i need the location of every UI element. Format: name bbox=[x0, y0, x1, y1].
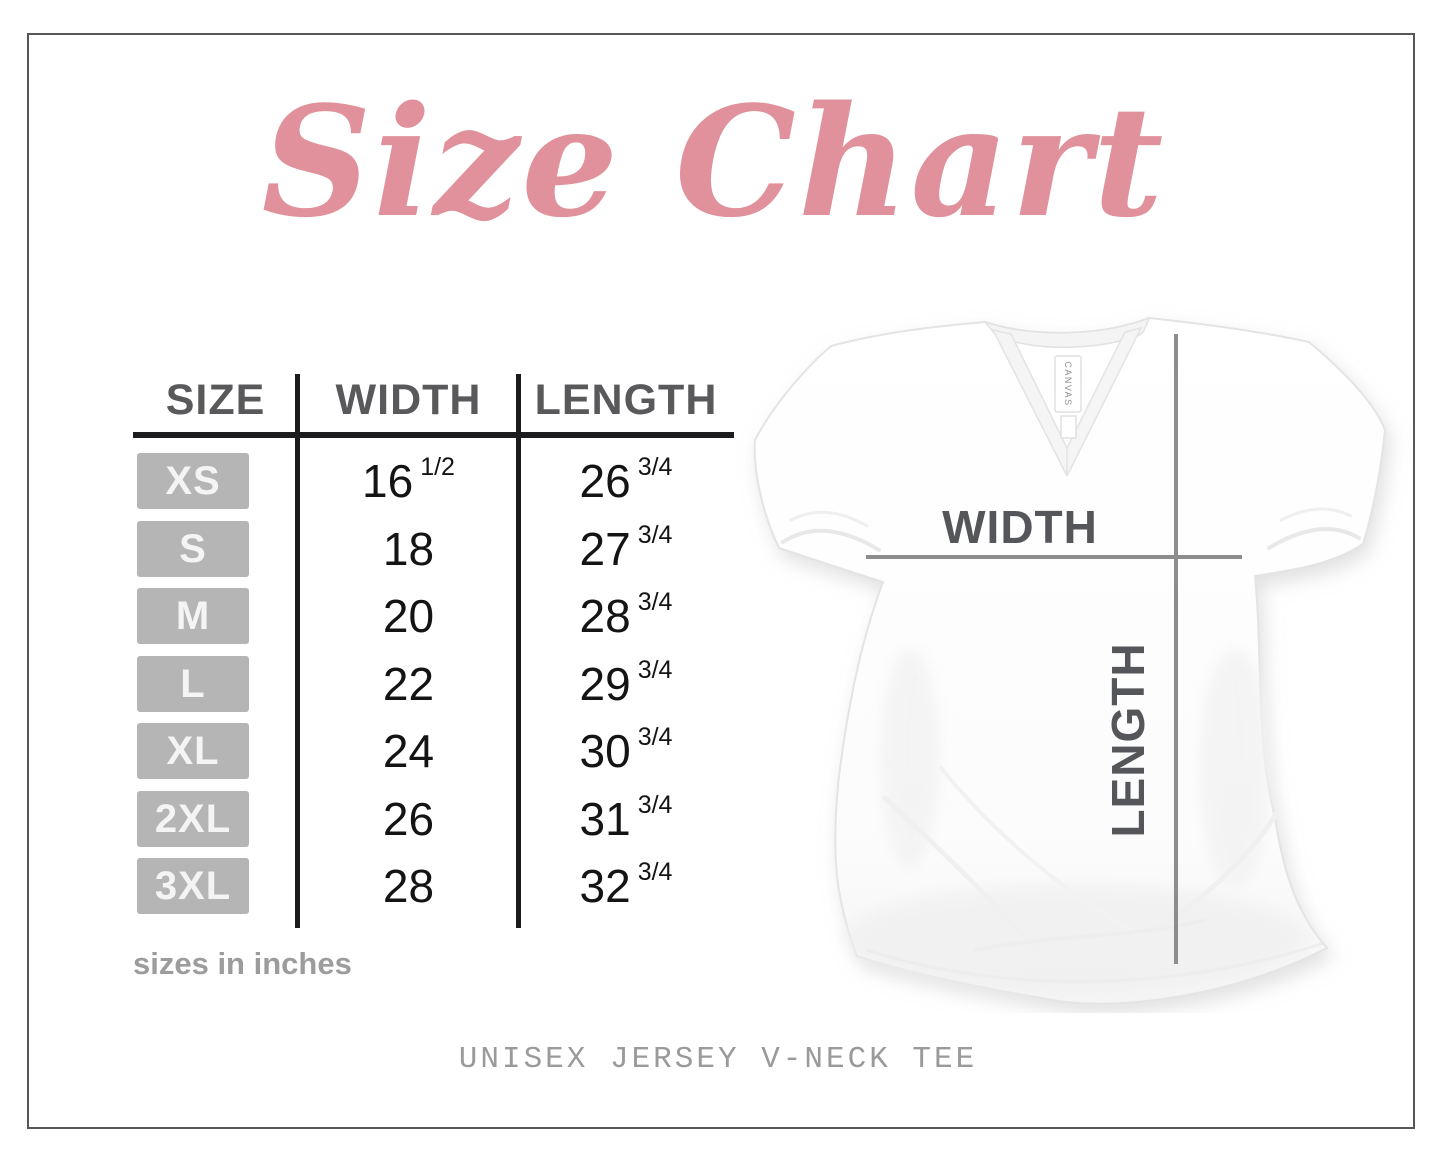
width-value: 20 bbox=[382, 590, 435, 642]
left-side-shading bbox=[880, 648, 940, 868]
size-badge: XS bbox=[137, 453, 249, 509]
size-tag bbox=[1060, 415, 1077, 439]
width-value: 22 bbox=[382, 658, 435, 710]
length-measure-line bbox=[1174, 334, 1178, 964]
size-badge: 3XL bbox=[137, 858, 249, 914]
width-cell: 20 bbox=[298, 588, 519, 644]
size-badge: XL bbox=[137, 723, 249, 779]
table-header-row: SIZE WIDTH LENGTH bbox=[133, 374, 733, 426]
width-measure-line bbox=[866, 555, 1242, 559]
length-value: 26 bbox=[579, 455, 631, 507]
table-row: XS 16 1/2 26 3/4 bbox=[133, 453, 733, 509]
size-badge: S bbox=[137, 521, 249, 577]
product-caption: UNISEX JERSEY V-NECK TEE bbox=[458, 1042, 978, 1077]
length-fraction: 3/4 bbox=[637, 655, 673, 684]
table-divider-size-width bbox=[295, 374, 300, 928]
table-row: M 20 28 3/4 bbox=[133, 588, 733, 644]
size-badge: 2XL bbox=[137, 791, 249, 847]
length-fraction: 3/4 bbox=[637, 722, 673, 751]
length-cell: 31 3/4 bbox=[519, 791, 733, 847]
column-header-size: SIZE bbox=[165, 375, 266, 424]
width-value: 28 bbox=[382, 860, 435, 912]
width-cell: 18 bbox=[298, 521, 519, 577]
length-fraction: 3/4 bbox=[637, 520, 673, 549]
length-measure-label: LENGTH bbox=[1102, 642, 1154, 838]
width-cell: 22 bbox=[298, 656, 519, 712]
canvas-tag: CANVAS bbox=[1054, 355, 1082, 439]
length-cell: 29 3/4 bbox=[519, 656, 733, 712]
size-cell: XS bbox=[133, 453, 298, 509]
length-cell: 26 3/4 bbox=[519, 453, 733, 509]
length-cell: 28 3/4 bbox=[519, 588, 733, 644]
width-cell: 26 bbox=[298, 791, 519, 847]
width-value: 16 bbox=[362, 455, 414, 507]
width-value: 24 bbox=[382, 725, 435, 777]
size-cell: S bbox=[133, 521, 298, 577]
length-fraction: 3/4 bbox=[637, 587, 673, 616]
length-cell: 30 3/4 bbox=[519, 723, 733, 779]
right-side-shading bbox=[1199, 648, 1271, 888]
length-fraction: 3/4 bbox=[637, 452, 673, 481]
size-badge: L bbox=[137, 656, 249, 712]
length-value: 27 bbox=[579, 523, 631, 575]
length-fraction: 3/4 bbox=[637, 790, 673, 819]
table-header-rule bbox=[133, 432, 734, 438]
width-value: 18 bbox=[382, 523, 435, 575]
width-value: 26 bbox=[382, 793, 435, 845]
width-cell: 28 bbox=[298, 858, 519, 914]
width-cell: 16 1/2 bbox=[298, 453, 519, 509]
table-divider-width-length bbox=[516, 374, 521, 928]
length-value: 29 bbox=[579, 658, 631, 710]
size-cell: XL bbox=[133, 723, 298, 779]
length-fraction: 3/4 bbox=[637, 857, 673, 886]
page-title: Size Chart bbox=[261, 72, 1166, 251]
table-row: 3XL 28 32 3/4 bbox=[133, 858, 733, 914]
length-cell: 27 3/4 bbox=[519, 521, 733, 577]
tshirt-illustration: CANVAS bbox=[753, 316, 1387, 1005]
size-cell: M bbox=[133, 588, 298, 644]
length-value: 32 bbox=[579, 860, 631, 912]
length-value: 28 bbox=[579, 590, 631, 642]
column-header-length: LENGTH bbox=[534, 375, 718, 424]
size-cell: 3XL bbox=[133, 858, 298, 914]
size-cell: 2XL bbox=[133, 791, 298, 847]
length-value: 31 bbox=[579, 793, 631, 845]
table-row: 2XL 26 31 3/4 bbox=[133, 791, 733, 847]
v-neck-collar bbox=[982, 316, 1151, 477]
size-cell: L bbox=[133, 656, 298, 712]
units-note: sizes in inches bbox=[133, 946, 352, 981]
size-badge: M bbox=[137, 588, 249, 644]
table-row: S 18 27 3/4 bbox=[133, 521, 733, 577]
length-value: 30 bbox=[579, 725, 631, 777]
sleeve-cuffs bbox=[781, 507, 1361, 552]
table-row: XL 24 30 3/4 bbox=[133, 723, 733, 779]
width-measure-label: WIDTH bbox=[942, 501, 1098, 553]
width-fraction: 1/2 bbox=[420, 452, 455, 481]
table-row: L 22 29 3/4 bbox=[133, 656, 733, 712]
length-cell: 32 3/4 bbox=[519, 858, 733, 914]
column-header-width: WIDTH bbox=[335, 375, 482, 424]
canvas-tag-text: CANVAS bbox=[1063, 361, 1073, 406]
width-cell: 24 bbox=[298, 723, 519, 779]
